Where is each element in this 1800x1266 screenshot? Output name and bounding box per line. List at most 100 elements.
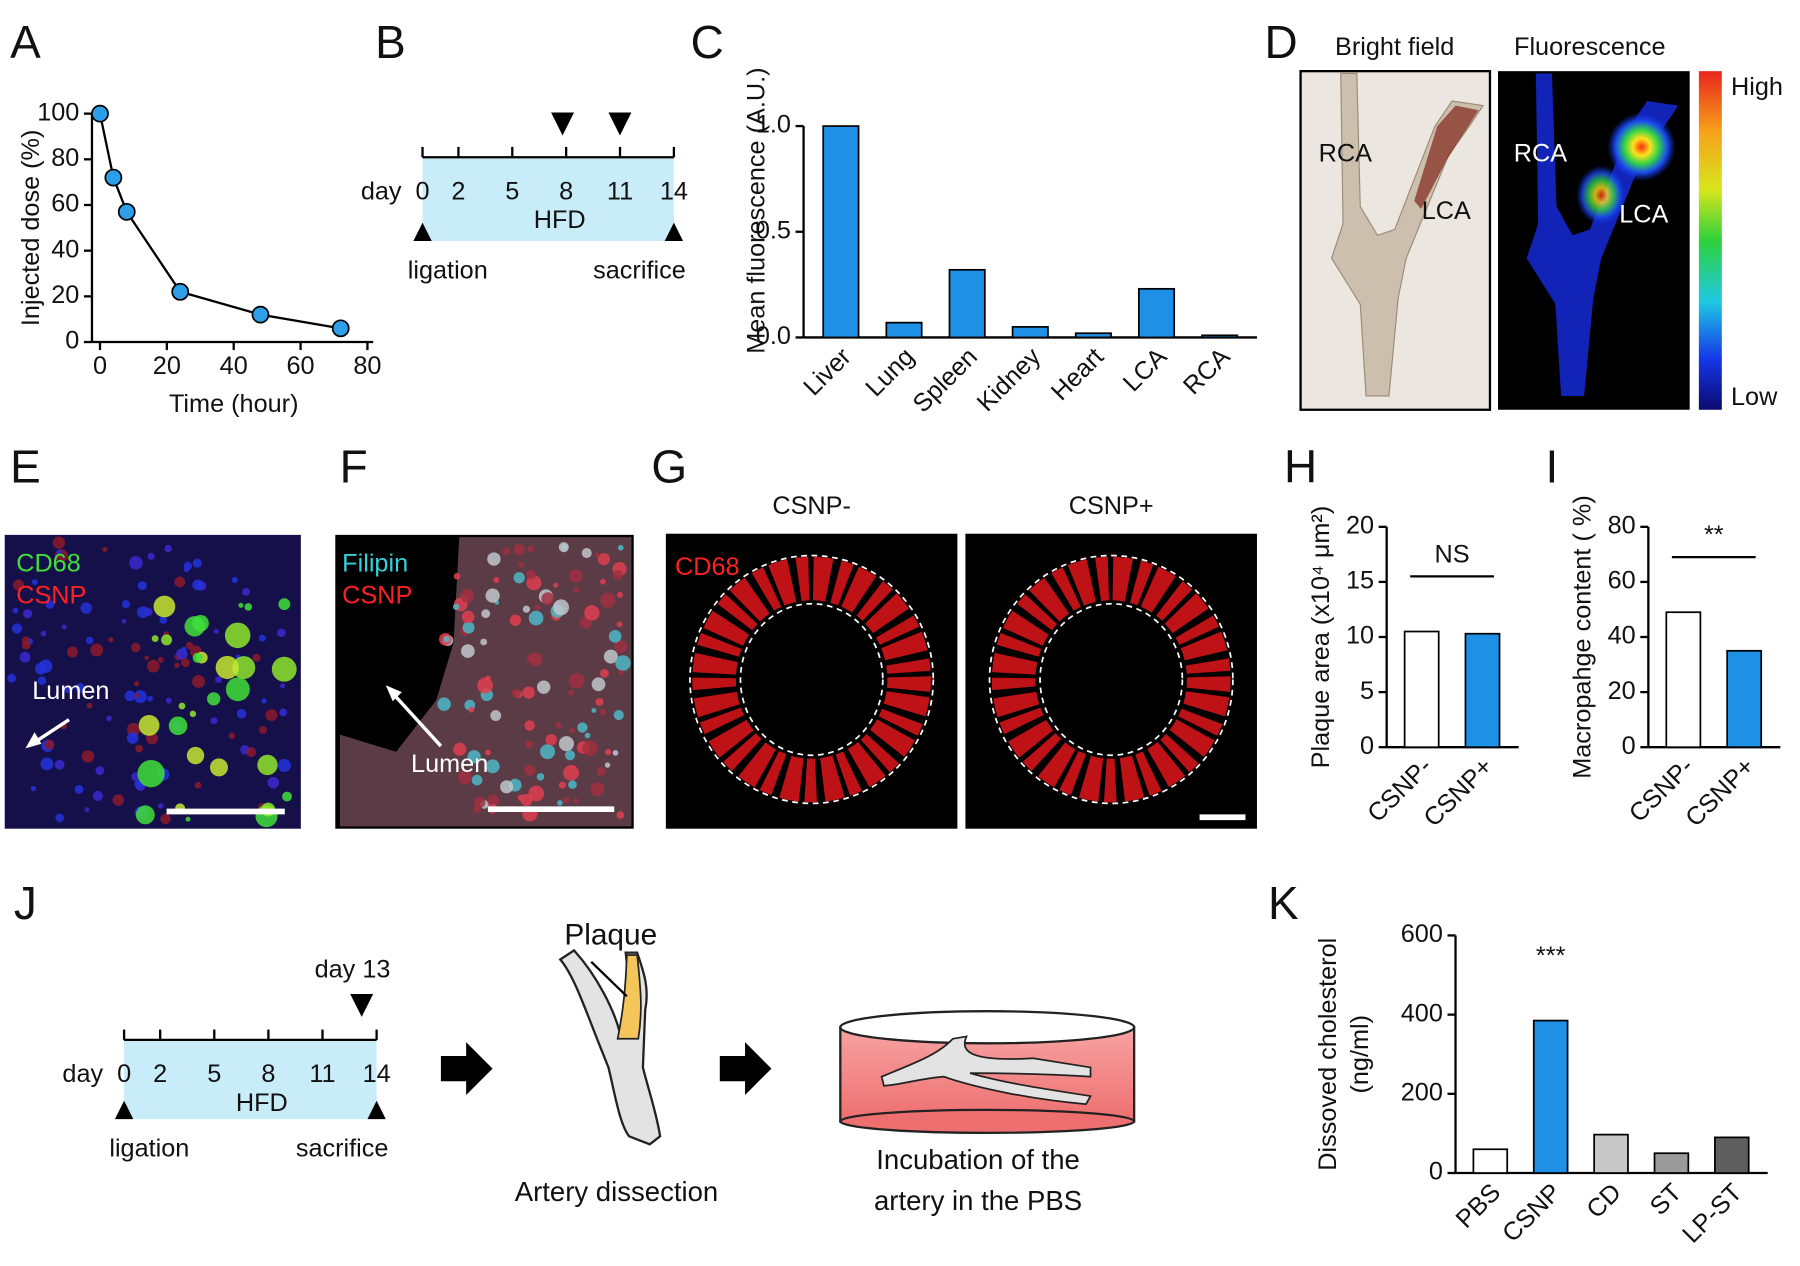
speckle (244, 603, 253, 611)
bar (948, 268, 986, 339)
speckle (271, 656, 297, 682)
speckle (55, 813, 65, 823)
x-tick-label: 80 (353, 352, 381, 380)
speckle (443, 636, 450, 643)
x-tick-label: CSNP+ (1680, 752, 1760, 832)
speckle (600, 592, 616, 608)
speckle (192, 579, 204, 591)
speckle (525, 740, 534, 749)
speckle (147, 552, 155, 560)
speckle (534, 604, 541, 611)
bar (1532, 1019, 1569, 1174)
scale-label: Low (1731, 383, 1778, 411)
speckle (460, 644, 475, 658)
bar (1011, 326, 1049, 339)
speckle (228, 732, 236, 740)
day-label: 0 (416, 177, 430, 205)
speckle (616, 811, 625, 819)
arrowhead (608, 112, 632, 136)
point (251, 305, 270, 324)
speckle (541, 592, 555, 606)
speckle (558, 781, 566, 789)
speckle (616, 591, 623, 598)
significance-label: NS (1435, 540, 1470, 568)
speckle (215, 655, 239, 680)
panel-label: H (1284, 441, 1317, 493)
speckle (522, 605, 531, 613)
speckle (246, 747, 257, 757)
vessel-label: LCA (1422, 197, 1471, 225)
day-label: 11 (309, 1060, 335, 1088)
bar (1714, 1136, 1750, 1174)
speckle (599, 709, 607, 716)
speckle (481, 609, 491, 619)
speckle (613, 710, 624, 721)
day-label: 0 (117, 1060, 131, 1088)
speckle (616, 621, 623, 628)
cd68-ring (692, 556, 931, 803)
speckle (594, 552, 600, 558)
speckle (213, 628, 219, 634)
speckle (528, 610, 544, 626)
speckle (52, 536, 65, 549)
bar (1464, 632, 1501, 749)
speckle (569, 727, 575, 734)
bar (1074, 332, 1112, 339)
day-label: 5 (505, 177, 519, 205)
day-label: 14 (660, 177, 688, 205)
panel-label: I (1546, 441, 1559, 493)
x-tick-label: 60 (287, 352, 315, 380)
x-tick-label: 40 (220, 352, 248, 380)
speckle (186, 746, 205, 765)
speckle (215, 676, 222, 683)
speckle (232, 656, 256, 680)
speckle (252, 653, 261, 662)
speckle (34, 662, 47, 675)
speckle (591, 677, 606, 692)
dish-rim (839, 1010, 1136, 1045)
speckle (577, 722, 588, 733)
speckle (224, 622, 251, 649)
speckle (40, 757, 54, 771)
speckle (54, 759, 65, 770)
speckle (95, 766, 105, 775)
stain-label: CD68 (675, 553, 740, 581)
speckle (553, 599, 569, 616)
arrowhead (350, 993, 374, 1017)
speckle (238, 602, 244, 608)
y-tick-label: 0 (1429, 1158, 1443, 1186)
speckle (231, 576, 238, 584)
speckle (31, 579, 38, 586)
speckle (267, 776, 280, 789)
y-axis-label: Injected dose (%) (17, 130, 45, 327)
speckle (40, 630, 47, 637)
speckle (134, 680, 140, 687)
speckle (192, 652, 203, 663)
y-tick-label: 80 (51, 144, 79, 172)
speckle (493, 577, 500, 584)
speckle (527, 545, 534, 553)
speckle (147, 659, 160, 673)
x-tick-label: ST (1645, 1178, 1688, 1221)
arrowhead (385, 685, 402, 702)
speckle (7, 673, 17, 683)
y-tick-label: 0 (65, 327, 79, 355)
speckle (210, 717, 218, 725)
speckle (545, 734, 557, 746)
y-axis-label: Dissoved cholesterol (1314, 938, 1342, 1171)
speckle (259, 634, 266, 642)
stain-label: CSNP (16, 582, 86, 610)
panel-label: B (375, 16, 406, 68)
speckle (157, 656, 164, 663)
lumen-boundary (739, 602, 884, 757)
speckle (573, 798, 579, 804)
bar (1201, 334, 1239, 339)
speckle (582, 740, 598, 756)
y-tick-label: 10 (1346, 622, 1374, 650)
speckle (520, 793, 533, 806)
significance-label: ** (1704, 521, 1724, 549)
panel-label: G (651, 441, 687, 493)
speckle (37, 676, 47, 685)
speckle (138, 714, 160, 736)
speckle (513, 572, 525, 584)
